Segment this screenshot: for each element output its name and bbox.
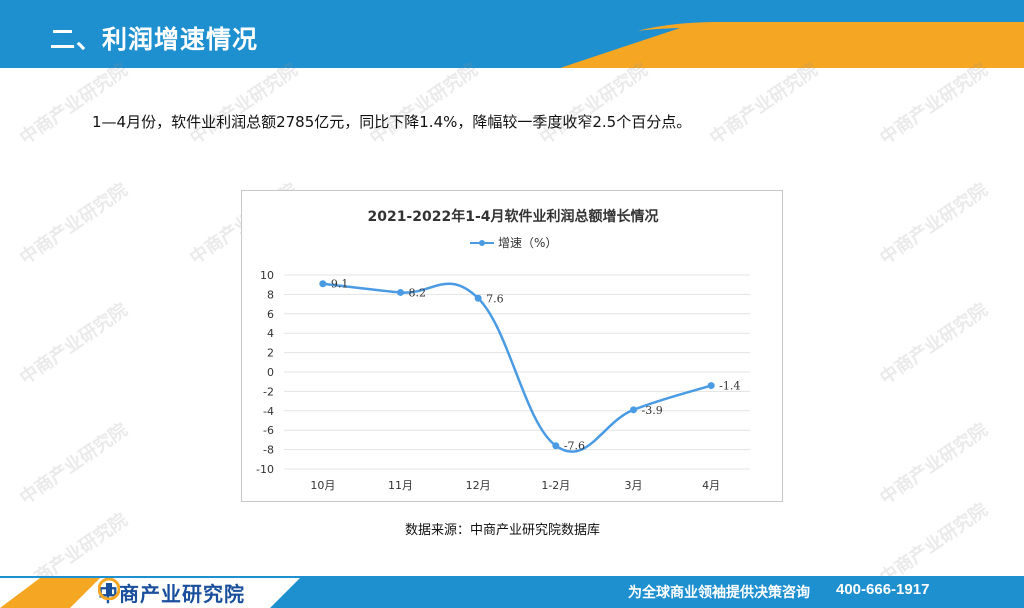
watermark: 中商产业研究院 [876, 59, 992, 149]
watermark: 中商产业研究院 [186, 59, 302, 149]
data-point [397, 288, 404, 296]
watermark: 中商产业研究院 [366, 59, 482, 149]
y-tick-label: 2 [267, 347, 274, 360]
watermark: 中商产业研究院 [16, 419, 132, 509]
y-tick-label: 4 [267, 327, 274, 340]
y-tick-label: -4 [263, 405, 274, 418]
intro-text: 1—4月份，软件业利润总额2785亿元，同比下降1.4%，降幅较一季度收窄2.5… [92, 113, 692, 131]
chart-title: 2021-2022年1-4月软件业利润总额增长情况 [367, 208, 658, 225]
y-tick-label: -8 [263, 444, 274, 457]
data-label: 7.6 [486, 292, 504, 305]
x-tick-label: 10月 [310, 479, 335, 492]
footer-logo: 中商产业研究院 [98, 578, 245, 606]
legend-label: 增速（%） [498, 236, 557, 250]
footer-background [0, 576, 1024, 608]
watermark: 中商产业研究院 [876, 419, 992, 509]
logo-text: 中商产业研究院 [98, 581, 245, 606]
x-axis: 10月 11月 12月 1-2月 3月 4月 [310, 479, 720, 492]
y-tick-label: 6 [267, 308, 274, 321]
y-tick-label: 0 [267, 366, 274, 379]
footer-phone: 400-666-1917 [836, 581, 930, 598]
watermark: 中商产业研究院 [16, 179, 132, 269]
logo-icon [98, 578, 120, 600]
chart-grid [284, 274, 750, 470]
series-line [322, 282, 712, 453]
data-point [707, 382, 715, 390]
data-label: -3.9 [642, 404, 663, 417]
watermark: 中商产业研究院 [16, 59, 132, 149]
footer-banner: 中商产业研究院 为全球商业领袖提供决策咨询 400-666-1917 [0, 576, 1024, 608]
data-label: 9.1 [331, 278, 349, 291]
y-tick-label: -10 [256, 463, 274, 476]
data-point [630, 406, 637, 414]
data-labels: 9.1 8.2 7.6 -7.6 -3.9 -1.4 [331, 278, 741, 453]
x-tick-label: 1-2月 [541, 479, 570, 492]
data-source: 数据来源：中商产业研究院数据库 [405, 523, 601, 538]
chart-legend: 增速（%） [470, 236, 557, 250]
chart-container: 2021-2022年1-4月软件业利润总额增长情况 增速（%） 10 8 6 4 2 0 -… [241, 190, 783, 502]
header-banner: 二、利润增速情况 [0, 0, 1024, 68]
data-label: 8.2 [409, 286, 427, 299]
footer-slogan: 为全球商业领袖提供决策咨询 [628, 585, 810, 601]
watermark: 中商产业研究院 [876, 299, 992, 389]
y-axis: 10 8 6 4 2 0 -2 -4 -6 -8 -10 [256, 269, 274, 476]
x-tick-label: 3月 [625, 479, 643, 492]
x-tick-label: 4月 [702, 479, 720, 492]
page-title: 二、利润增速情况 [50, 25, 259, 54]
watermark: 中商产业研究院 [536, 59, 652, 149]
line-chart: 2021-2022年1-4月软件业利润总额增长情况 增速（%） 10 8 6 4 2 0 -… [256, 208, 750, 492]
watermark: 中商产业研究院 [876, 179, 992, 269]
y-tick-label: 10 [260, 269, 274, 282]
watermark: 中商产业研究院 [706, 59, 822, 149]
series-points [319, 280, 715, 450]
data-point [474, 294, 482, 302]
data-point [552, 442, 560, 450]
y-tick-label: -2 [263, 385, 274, 398]
watermark: 中商产业研究院 [16, 299, 132, 389]
data-label: -7.6 [564, 440, 585, 453]
series-path [322, 282, 712, 453]
x-tick-label: 12月 [466, 479, 491, 492]
y-tick-label: 8 [267, 288, 274, 301]
x-tick-label: 11月 [388, 479, 413, 492]
data-label: -1.4 [719, 380, 740, 393]
header-background [0, 0, 1024, 68]
legend-marker [479, 240, 485, 246]
data-point [319, 280, 327, 288]
y-tick-label: -6 [263, 424, 274, 437]
